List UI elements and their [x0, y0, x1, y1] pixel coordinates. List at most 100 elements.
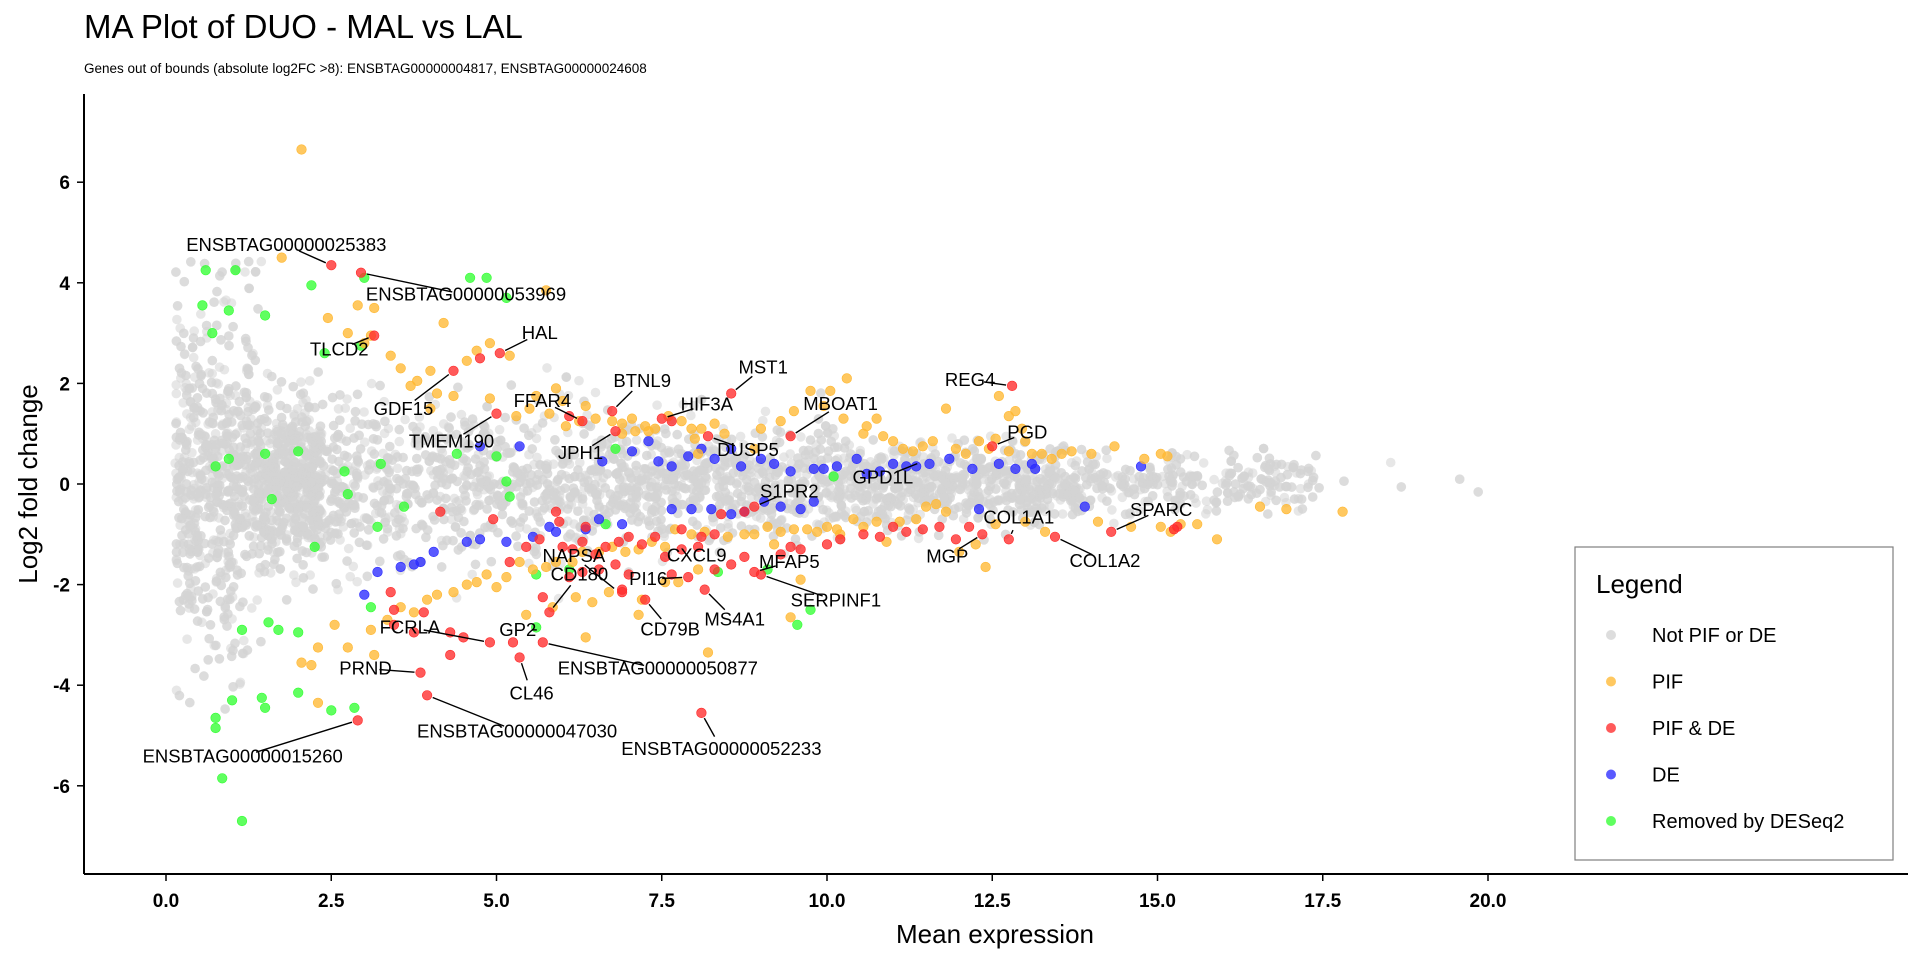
- background-point: [686, 410, 696, 421]
- background-point: [1233, 462, 1243, 473]
- background-point: [298, 573, 309, 583]
- background-point: [1211, 506, 1222, 516]
- background-point: [785, 449, 795, 459]
- background-point: [461, 496, 471, 506]
- background-point: [296, 377, 306, 387]
- background-point: [1209, 495, 1219, 506]
- background-point: [786, 474, 796, 485]
- background-point: [1007, 435, 1018, 446]
- background-point: [273, 527, 283, 537]
- background-point: [172, 301, 183, 311]
- background-point: [1222, 478, 1232, 488]
- background-point: [188, 333, 199, 343]
- background-point: [428, 425, 439, 436]
- background-point: [988, 505, 998, 516]
- background-point: [179, 328, 189, 339]
- background-point: [212, 286, 222, 297]
- background-point: [1045, 444, 1055, 454]
- background-point: [220, 704, 230, 714]
- background-point: [605, 500, 616, 511]
- background-point: [903, 487, 913, 498]
- background-point: [1270, 476, 1281, 487]
- background-point: [335, 415, 345, 426]
- background-point: [252, 418, 263, 429]
- background-point: [753, 484, 764, 494]
- background-point: [201, 320, 212, 331]
- background-point: [250, 461, 260, 471]
- background-point: [518, 500, 528, 511]
- background-point: [846, 483, 856, 494]
- background-point: [229, 507, 239, 517]
- background-point: [321, 446, 331, 456]
- background-point: [228, 530, 239, 541]
- background-point: [237, 501, 248, 512]
- background-point: [441, 493, 451, 504]
- background-point: [937, 514, 947, 524]
- background-point: [186, 591, 197, 602]
- background-point: [709, 446, 720, 456]
- background-point: [590, 387, 601, 398]
- background-point: [215, 271, 225, 281]
- background-point: [216, 580, 227, 591]
- background-point: [288, 456, 299, 466]
- background-point: [432, 495, 442, 505]
- background-point: [757, 432, 768, 442]
- background-point: [762, 486, 772, 497]
- background-point: [288, 381, 299, 392]
- background-point: [326, 478, 337, 489]
- background-point: [659, 424, 670, 434]
- background-point: [594, 502, 605, 512]
- background-point: [247, 350, 257, 361]
- background-point: [243, 256, 254, 267]
- background-point: [308, 584, 318, 594]
- background-point: [221, 295, 231, 306]
- background-point: [252, 425, 263, 436]
- background-point: [1297, 504, 1308, 514]
- background-point: [1311, 450, 1321, 461]
- background-point: [345, 571, 356, 582]
- background-point: [773, 467, 784, 478]
- background-point: [332, 444, 342, 455]
- background-point: [188, 412, 199, 423]
- background-point: [846, 493, 857, 503]
- background-point: [289, 570, 299, 580]
- background-point: [700, 485, 711, 496]
- background-point: [263, 428, 273, 438]
- background-point: [689, 400, 699, 411]
- background-point: [933, 530, 944, 541]
- background-point: [1264, 453, 1275, 464]
- background-point: [217, 420, 227, 431]
- background-point: [833, 486, 843, 497]
- background-point: [439, 514, 449, 525]
- background-point: [374, 480, 384, 491]
- background-point: [189, 604, 200, 614]
- background-point: [629, 502, 640, 513]
- background-point: [224, 444, 234, 455]
- background-point: [219, 536, 229, 547]
- background-point: [631, 493, 642, 503]
- background-point: [300, 494, 310, 505]
- background-point: [1263, 509, 1273, 519]
- background-point: [927, 482, 937, 492]
- background-point: [838, 469, 848, 480]
- background-point: [1303, 482, 1313, 493]
- background-point: [315, 456, 325, 466]
- background-point: [178, 398, 188, 408]
- background-point: [171, 267, 181, 277]
- background-point: [511, 531, 521, 541]
- background-point: [980, 466, 991, 477]
- background-point: [171, 388, 182, 399]
- background-point: [821, 488, 831, 498]
- background-point: [328, 420, 339, 431]
- background-point: [342, 394, 352, 404]
- background-point: [1105, 483, 1115, 494]
- background-point: [720, 454, 730, 464]
- background-point: [809, 453, 819, 464]
- background-point: [664, 447, 675, 458]
- background-point: [560, 483, 570, 494]
- background-point: [624, 467, 634, 478]
- background-point: [448, 535, 458, 546]
- background-point: [1016, 505, 1027, 515]
- background-point: [631, 460, 641, 471]
- background-point: [309, 443, 319, 453]
